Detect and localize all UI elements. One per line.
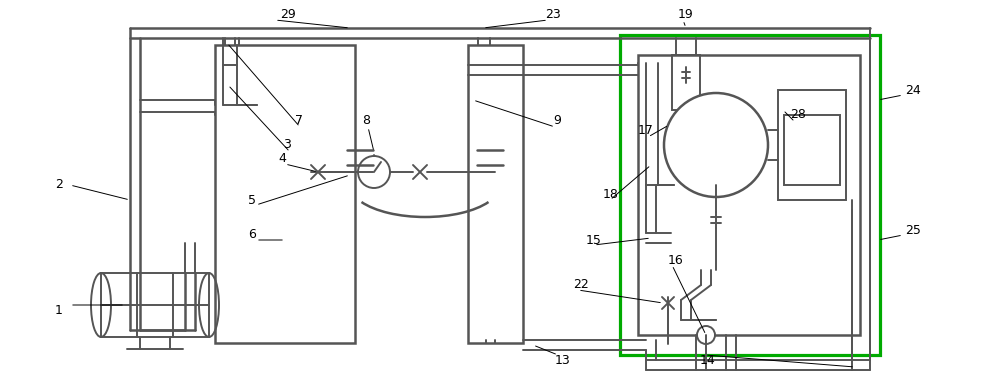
Text: 18: 18 — [603, 188, 619, 202]
Bar — [215, 45, 355, 343]
Text: 6: 6 — [248, 229, 256, 241]
Text: 3: 3 — [283, 138, 291, 152]
Bar — [778, 90, 846, 200]
Bar — [468, 45, 523, 343]
Text: 25: 25 — [905, 223, 921, 237]
Text: 23: 23 — [545, 9, 561, 21]
Circle shape — [697, 326, 715, 344]
Text: 13: 13 — [555, 353, 571, 367]
Text: 24: 24 — [905, 83, 921, 97]
Text: 8: 8 — [362, 114, 370, 126]
Circle shape — [358, 156, 390, 188]
Text: 14: 14 — [700, 353, 716, 367]
Text: 17: 17 — [638, 123, 654, 136]
Text: 19: 19 — [678, 9, 694, 21]
Text: 1: 1 — [55, 303, 63, 317]
Text: 22: 22 — [573, 279, 589, 291]
Text: 9: 9 — [553, 114, 561, 126]
Ellipse shape — [91, 273, 111, 337]
Text: 28: 28 — [790, 109, 806, 121]
Bar — [638, 55, 860, 335]
Text: 4: 4 — [278, 152, 286, 165]
Text: 16: 16 — [668, 253, 684, 267]
Circle shape — [664, 93, 768, 197]
Text: 5: 5 — [248, 194, 256, 206]
Text: 15: 15 — [586, 233, 602, 247]
Text: 29: 29 — [280, 9, 296, 21]
Text: 2: 2 — [55, 179, 63, 191]
Text: 7: 7 — [295, 114, 303, 126]
Ellipse shape — [199, 273, 219, 337]
Bar — [784, 115, 840, 185]
Bar — [620, 35, 880, 355]
Bar — [672, 55, 700, 110]
